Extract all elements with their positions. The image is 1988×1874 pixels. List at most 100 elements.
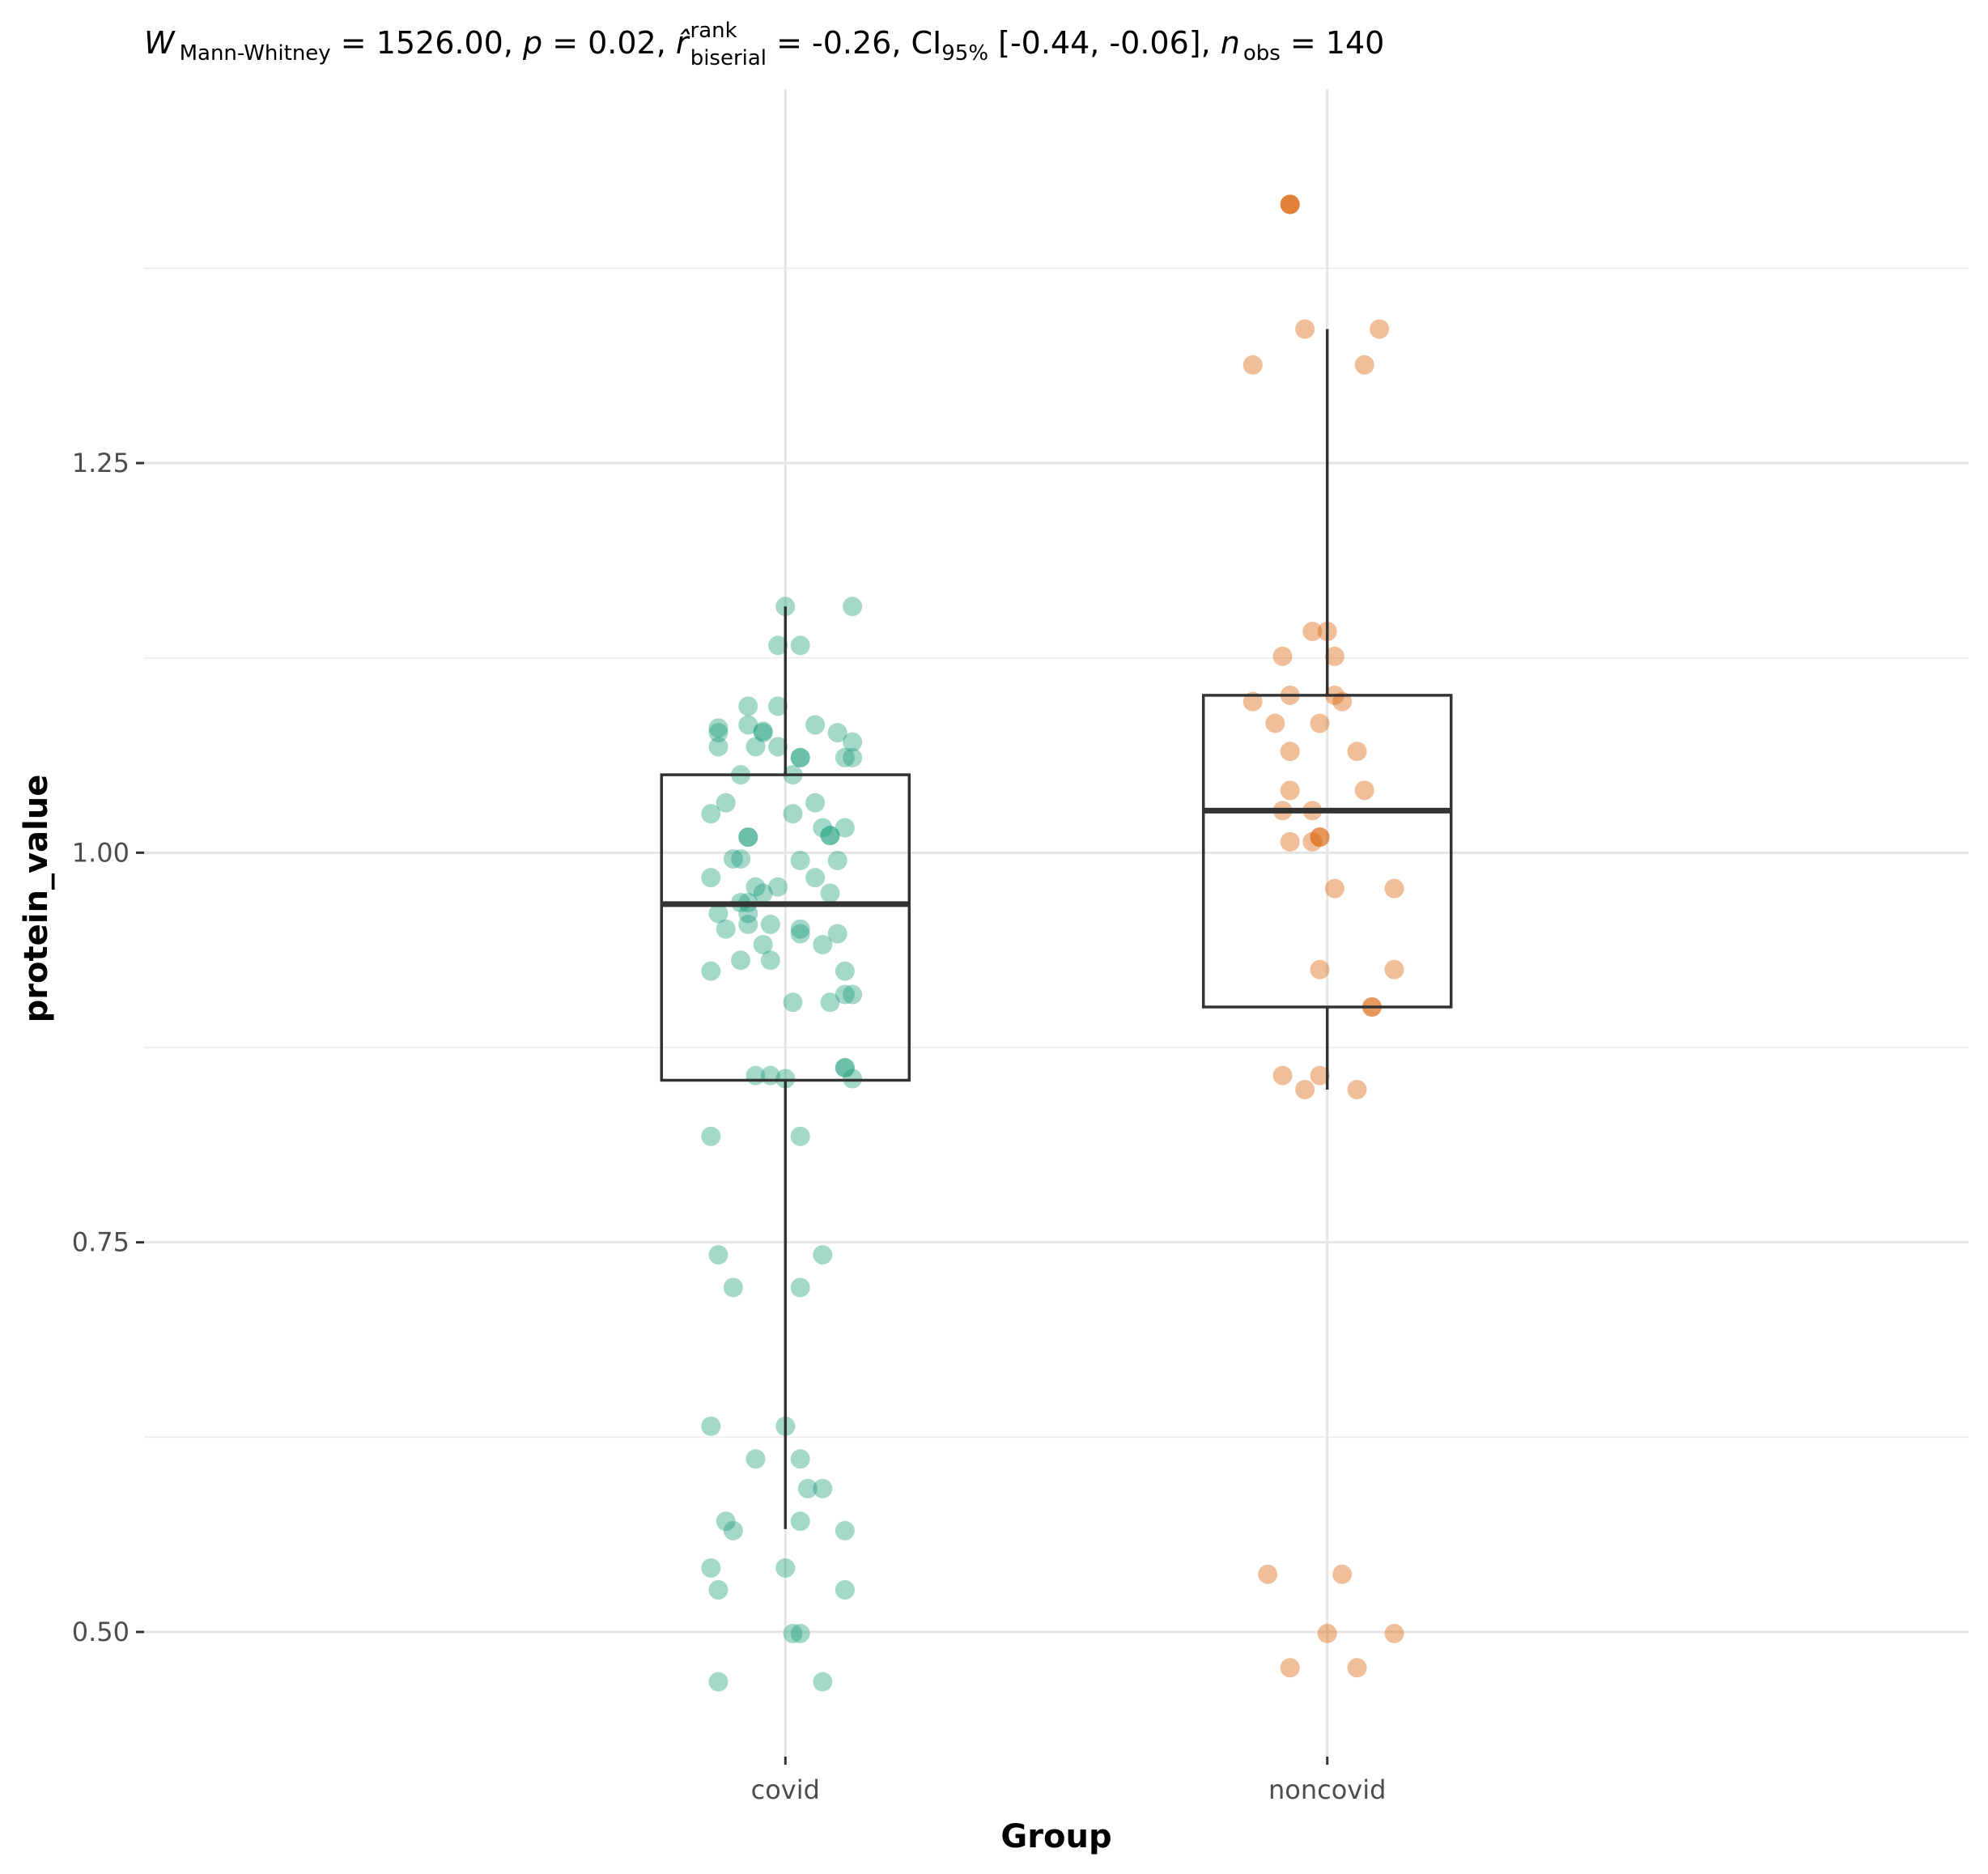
data-point-covid [820, 826, 840, 846]
data-point-covid [813, 1672, 833, 1692]
subtitle-ci-value: [-0.44, -0.06], [988, 25, 1221, 61]
data-point-covid [738, 827, 758, 848]
x-axis-title: Group [1000, 1818, 1111, 1855]
data-point-noncovid [1384, 1623, 1404, 1643]
subtitle-r: r̂ [676, 25, 691, 61]
data-point-covid [701, 1416, 721, 1436]
data-point-covid [820, 826, 840, 846]
data-point-covid [827, 723, 847, 743]
data-point-covid [790, 850, 810, 870]
y-tick-label: 1.25 [72, 448, 130, 478]
data-point-noncovid [1280, 780, 1300, 801]
data-point-covid [738, 827, 758, 848]
data-point-noncovid [1310, 1065, 1330, 1086]
data-point-covid [760, 950, 780, 971]
data-point-noncovid [1384, 878, 1404, 899]
subtitle-w-value: = 1526.00, [331, 25, 523, 61]
data-point-covid [701, 804, 721, 824]
data-point-noncovid [1347, 1658, 1367, 1678]
data-point-covid [790, 635, 810, 656]
data-point-noncovid [1310, 959, 1330, 979]
data-point-covid [701, 868, 721, 888]
subtitle-r-sub: biserial [690, 46, 767, 70]
data-point-covid [768, 877, 788, 897]
data-point-noncovid [1347, 742, 1367, 762]
data-point-covid [716, 919, 736, 939]
data-point-covid [753, 934, 773, 954]
data-point-covid [701, 1126, 721, 1146]
data-point-covid [805, 715, 826, 735]
data-point-covid [820, 992, 840, 1013]
y-axis-title: protein_value [18, 775, 55, 1023]
data-point-covid [753, 721, 773, 742]
data-point-covid [790, 1623, 810, 1643]
data-point-noncovid [1370, 319, 1390, 339]
data-point-covid [843, 1069, 863, 1089]
y-tick-label: 0.50 [72, 1617, 130, 1647]
data-point-covid [835, 984, 855, 1005]
data-point-covid [843, 732, 863, 752]
data-point-covid [813, 934, 833, 954]
data-point-noncovid [1324, 878, 1344, 899]
data-point-covid [783, 992, 803, 1013]
chart-subtitle: W Mann-Whitney = 1526.00, p = 0.02, r̂ran… [144, 19, 1384, 70]
data-point-covid [708, 723, 729, 743]
data-point-covid [775, 1558, 796, 1579]
data-point-noncovid [1242, 355, 1263, 375]
data-point-covid [701, 1558, 721, 1579]
data-point-covid [835, 1058, 855, 1078]
data-point-covid [775, 1069, 796, 1089]
data-point-noncovid [1347, 1080, 1367, 1099]
data-point-covid [835, 1520, 855, 1540]
subtitle-w-sub: Mann-Whitney [180, 41, 331, 66]
data-point-covid [723, 1520, 743, 1540]
data-point-covid [708, 1672, 729, 1692]
x-tick-label: covid [751, 1774, 820, 1805]
data-point-noncovid [1310, 827, 1330, 848]
data-point-covid [708, 903, 729, 924]
subtitle-ci-sub: 95% [941, 41, 988, 66]
data-point-noncovid [1295, 319, 1315, 339]
data-point-covid [738, 696, 758, 716]
data-point-covid [790, 1277, 810, 1298]
subtitle-n: n [1221, 25, 1240, 61]
data-point-covid [708, 737, 729, 757]
subtitle-n-value: = 140 [1281, 25, 1385, 61]
data-point-noncovid [1280, 194, 1300, 215]
data-point-covid [753, 723, 773, 743]
data-point-noncovid [1302, 621, 1323, 641]
data-point-covid [760, 914, 780, 934]
data-point-covid [805, 793, 826, 813]
data-point-covid [790, 1511, 810, 1532]
data-point-noncovid [1295, 1080, 1315, 1099]
data-point-noncovid [1310, 827, 1330, 848]
data-point-covid [746, 1449, 766, 1469]
data-point-noncovid [1280, 742, 1300, 762]
data-point-covid [731, 950, 751, 971]
data-point-covid [843, 984, 863, 1005]
data-point-covid [790, 1126, 810, 1146]
data-point-covid [768, 696, 788, 716]
subtitle-p-value: = 0.02, [542, 25, 676, 61]
data-point-covid [790, 924, 810, 944]
data-point-covid [768, 737, 788, 757]
data-point-noncovid [1310, 713, 1330, 733]
data-point-covid [790, 747, 810, 767]
subtitle-n-sub: obs [1243, 41, 1281, 66]
data-point-covid [723, 1277, 743, 1298]
data-point-covid [843, 597, 863, 617]
data-point-covid [820, 883, 840, 903]
data-point-covid [813, 1478, 833, 1498]
data-point-noncovid [1280, 194, 1300, 215]
subtitle-p: p [522, 25, 542, 61]
data-point-covid [835, 1580, 855, 1600]
data-point-covid [843, 747, 863, 767]
data-point-covid [827, 850, 847, 870]
data-point-covid [738, 715, 758, 735]
data-point-noncovid [1354, 780, 1374, 801]
data-point-covid [805, 868, 826, 888]
data-point-noncovid [1317, 1623, 1337, 1643]
data-point-noncovid [1280, 1658, 1300, 1678]
x-tick-label: noncovid [1268, 1774, 1386, 1805]
